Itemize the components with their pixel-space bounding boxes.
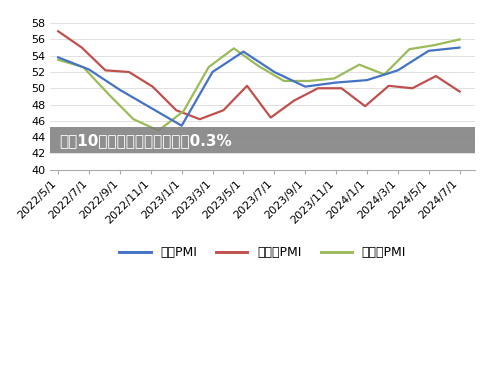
Bar [50, 127, 475, 153]
Legend: 综合PMI, 制造业PMI, 服务业PMI: 综合PMI, 制造业PMI, 服务业PMI [114, 241, 411, 264]
Text: 美国10月份工业产值环比下降0.3%: 美国10月份工业产值环比下降0.3% [59, 133, 232, 148]
